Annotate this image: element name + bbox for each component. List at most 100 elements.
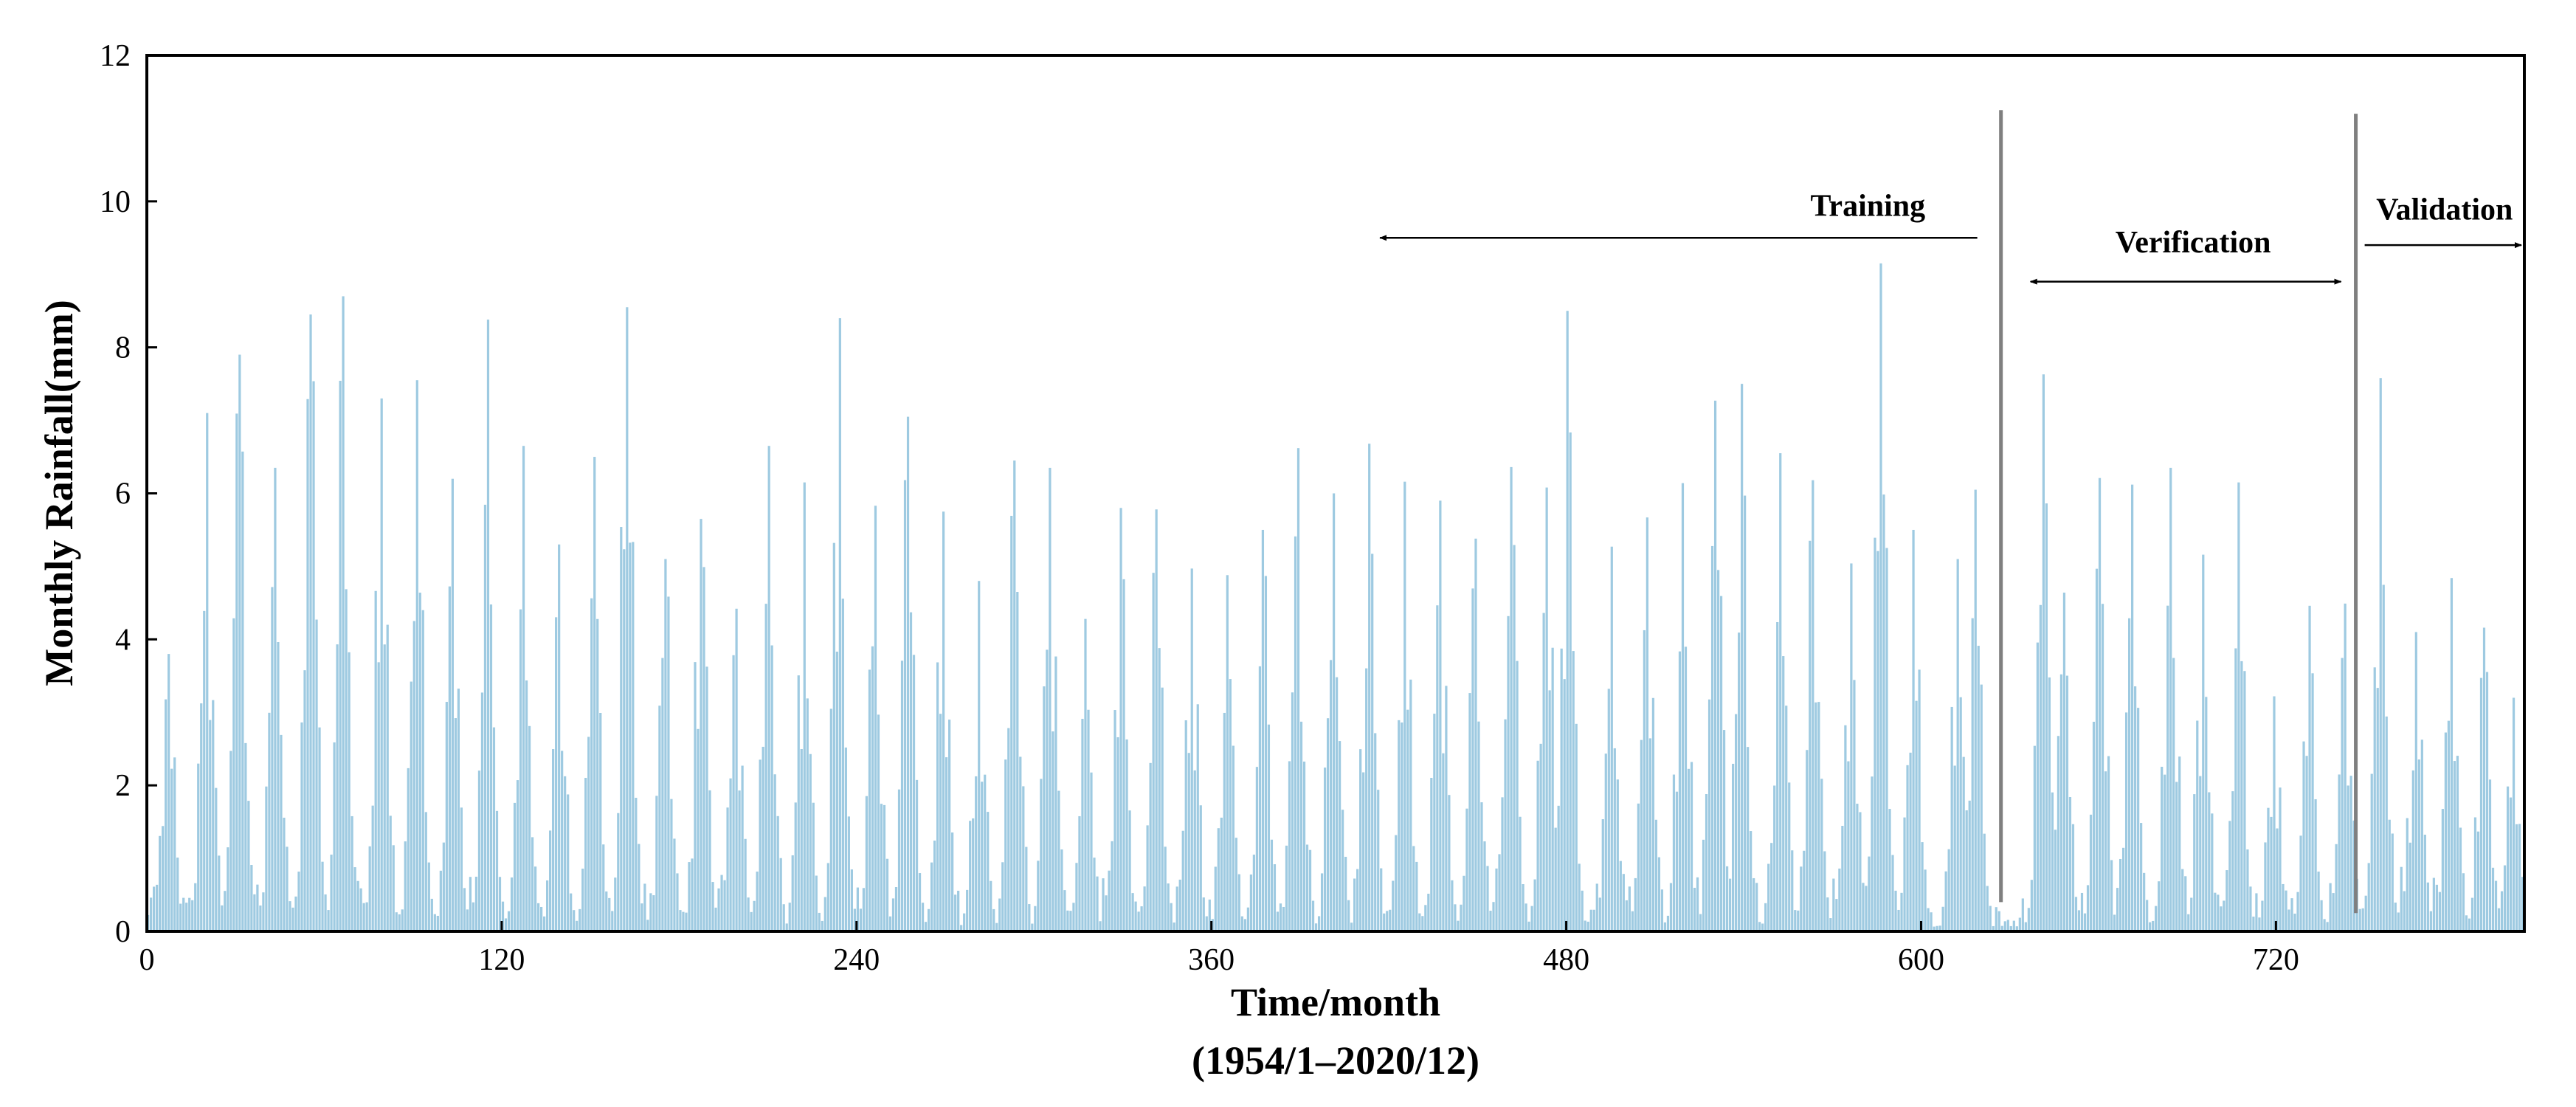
bar: [1785, 706, 1788, 931]
bar: [498, 877, 502, 931]
bar: [268, 712, 271, 931]
bar: [2113, 914, 2116, 931]
bar: [2003, 921, 2006, 931]
bar: [1841, 826, 1844, 931]
bar: [1344, 856, 1347, 931]
bar: [1220, 817, 1223, 931]
y-axis-title: Monthly Rainfall(mm): [37, 300, 81, 686]
bar: [404, 841, 407, 931]
bar: [539, 906, 543, 931]
bar: [1040, 779, 1043, 931]
ticks-layer: 0 120 240 360 480 600 720 0 2 4 6 8 10 12: [100, 39, 2299, 977]
bar: [549, 830, 552, 931]
bar: [1116, 737, 1119, 931]
bar: [1560, 648, 1563, 931]
bar: [1728, 878, 1732, 931]
bar: [2494, 880, 2498, 931]
bar: [1258, 666, 1262, 931]
bar: [1255, 767, 1259, 931]
bar: [2095, 568, 2099, 931]
bar: [995, 922, 998, 931]
bar: [1412, 846, 1415, 931]
bar: [1341, 810, 1344, 931]
bar: [1510, 466, 1513, 931]
bar: [1489, 911, 1492, 931]
bar: [960, 925, 963, 931]
bar: [1149, 762, 1152, 931]
bar: [1380, 868, 1383, 931]
bar: [623, 549, 626, 931]
bar: [2137, 708, 2140, 931]
bar: [847, 816, 850, 931]
bar: [1773, 785, 1776, 931]
bar: [1516, 661, 1519, 931]
bar: [150, 897, 153, 931]
bar: [570, 893, 573, 931]
bar: [963, 913, 966, 931]
bar: [1977, 646, 1980, 931]
bar: [1563, 679, 1566, 931]
bar: [2411, 770, 2414, 931]
bar: [536, 903, 540, 931]
bar: [1554, 827, 1557, 931]
bar: [2155, 906, 2158, 931]
bars-layer: [147, 263, 2524, 932]
bar: [1607, 689, 1610, 931]
bar: [1054, 656, 1057, 931]
bar: [2246, 849, 2249, 931]
bar: [1595, 883, 1598, 931]
bar: [546, 880, 549, 931]
bar: [1524, 903, 1527, 931]
bar: [590, 598, 593, 931]
bar: [1131, 893, 1134, 931]
bar: [395, 912, 398, 931]
bar: [1767, 863, 1770, 931]
bar: [702, 567, 705, 931]
bar: [859, 908, 863, 931]
bar: [271, 587, 274, 931]
bar: [1933, 926, 1936, 931]
bar: [2261, 900, 2264, 931]
bar: [1214, 866, 1217, 931]
bar: [599, 713, 602, 931]
bar: [1028, 904, 1031, 931]
bar: [735, 608, 738, 931]
bar: [1589, 909, 1592, 931]
bar: [291, 907, 294, 931]
bar: [342, 296, 345, 931]
bar: [489, 604, 493, 931]
x-tick-label: 720: [2253, 943, 2299, 977]
bar: [232, 618, 235, 931]
bar: [906, 416, 910, 931]
bar: [2152, 920, 2155, 931]
bar: [652, 895, 655, 931]
bar: [782, 904, 785, 931]
bar: [300, 722, 303, 931]
bar: [564, 776, 567, 931]
bar: [2282, 883, 2285, 931]
bar: [351, 815, 353, 931]
bar: [762, 746, 764, 931]
bar: [1782, 656, 1785, 931]
bar: [1868, 856, 1871, 931]
bar: [611, 911, 614, 931]
bar: [215, 787, 218, 931]
bar: [2515, 824, 2518, 931]
bar: [492, 727, 496, 931]
bar: [685, 912, 688, 931]
bar: [1454, 904, 1457, 931]
bar: [2276, 828, 2279, 931]
bar: [2231, 791, 2234, 931]
bar: [2124, 712, 2128, 931]
bar: [791, 855, 794, 931]
bar: [1495, 868, 1498, 931]
bar: [1903, 817, 1906, 931]
bar: [2042, 374, 2045, 931]
bar: [1034, 906, 1037, 931]
bar: [2015, 926, 2018, 931]
bar: [673, 838, 676, 931]
bar: [1586, 921, 1589, 931]
bar: [1442, 753, 1445, 931]
bar: [1403, 481, 1406, 931]
bar: [2054, 830, 2057, 931]
